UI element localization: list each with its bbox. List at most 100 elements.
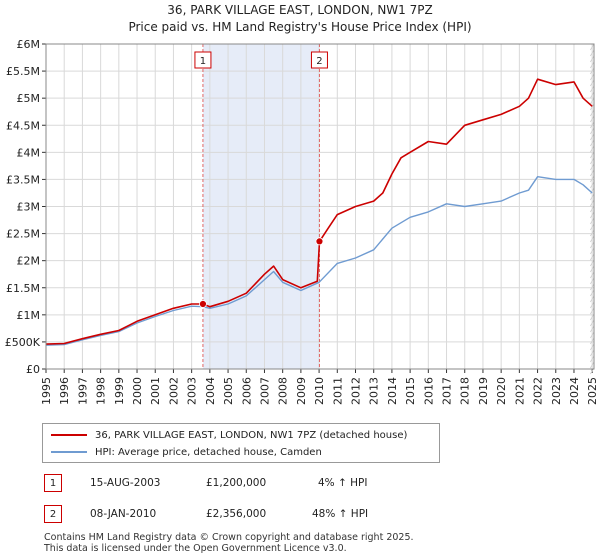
x-tick-label: 2007: [258, 377, 271, 405]
x-tick-label: 2010: [313, 377, 326, 405]
y-tick-label: £1M: [17, 309, 41, 322]
y-tick-label: £2.5M: [6, 228, 40, 241]
x-tick-label: 1998: [95, 377, 108, 405]
footer-copyright: Contains HM Land Registry data © Crown c…: [44, 532, 414, 543]
y-tick-label: £3.5M: [6, 173, 40, 186]
future-hatch: [590, 337, 595, 345]
future-hatch: [590, 55, 595, 63]
future-hatch: [590, 181, 595, 189]
x-tick-label: 2005: [222, 377, 235, 405]
future-hatch: [590, 283, 595, 291]
y-tick-label: £2M: [17, 255, 41, 268]
transaction-date: 08-JAN-2010: [90, 508, 157, 520]
footer: Contains HM Land Registry data © Crown c…: [44, 532, 414, 554]
x-tick-label: 2012: [350, 377, 363, 405]
x-tick-label: 2009: [295, 377, 308, 405]
future-hatch: [590, 319, 595, 327]
sale-label: 2: [316, 56, 322, 67]
future-hatch: [590, 49, 595, 57]
future-hatch: [590, 163, 595, 171]
x-tick-label: 2004: [204, 377, 217, 405]
chart-subtitle: Price paid vs. HM Land Registry's House …: [128, 20, 471, 34]
future-hatch: [590, 271, 595, 279]
transaction-price: £1,200,000: [206, 477, 267, 489]
future-hatch: [590, 157, 595, 165]
future-hatch: [590, 277, 595, 285]
x-tick-label: 2011: [331, 377, 344, 405]
plot-frame: [45, 43, 595, 370]
future-hatch: [590, 265, 595, 273]
x-tick-label: 2016: [422, 377, 435, 405]
future-hatch: [590, 187, 595, 195]
x-tick-label: 2022: [532, 377, 545, 405]
future-hatch: [590, 331, 595, 339]
y-tick-label: £0: [26, 363, 40, 376]
future-hatch: [590, 97, 595, 105]
x-tick-label: 2020: [495, 377, 508, 405]
future-hatch: [590, 115, 595, 123]
future-hatch: [590, 217, 595, 225]
price-chart: 36, PARK VILLAGE EAST, LONDON, NW1 7PZ P…: [5, 3, 599, 405]
x-tick-label: 2024: [568, 377, 581, 405]
future-hatch: [590, 151, 595, 159]
y-tick-label: £5M: [17, 92, 41, 105]
transaction-badge: 2: [44, 505, 62, 523]
legend-swatch-property: [51, 434, 87, 436]
x-tick-label: 2003: [186, 377, 199, 405]
future-hatch: [590, 199, 595, 207]
future-hatch: [590, 313, 595, 321]
legend-label-property: 36, PARK VILLAGE EAST, LONDON, NW1 7PZ (…: [95, 429, 408, 441]
transaction-badge: 1: [44, 474, 62, 492]
plot-area: £0 £500K £1M £1.5M £2M £2.5M £3M £3.5M £4M £4.5M £…: [5, 38, 599, 405]
chart-title: 36, PARK VILLAGE EAST, LONDON, NW1 7PZ: [167, 3, 432, 17]
x-tick-label: 2018: [459, 377, 472, 405]
x-tick-label: 2023: [550, 377, 563, 405]
x-tick-label: 1999: [113, 377, 126, 405]
future-hatch: [590, 43, 595, 51]
future-hatch: [590, 349, 595, 357]
future-hatch: [590, 103, 595, 111]
sale-label-box: [310, 51, 328, 69]
y-tick-label: £500K: [5, 336, 41, 349]
future-hatch: [590, 73, 595, 81]
future-hatch: [590, 121, 595, 129]
future-hatch: [590, 211, 595, 219]
sale-label: 1: [200, 56, 206, 67]
x-tick-label: 2025: [586, 377, 599, 405]
sale-marker: [315, 237, 324, 246]
x-tick-label: 2021: [513, 377, 526, 405]
future-hatch: [590, 223, 595, 231]
y-tick-label: £6M: [17, 38, 41, 51]
future-hatch: [590, 175, 595, 183]
future-hatch: [590, 61, 595, 69]
y-tick-label: £1.5M: [6, 282, 40, 295]
future-hatch: [590, 229, 595, 237]
future-hatch: [590, 295, 595, 303]
future-hatch: [590, 259, 595, 267]
x-tick-label: 2000: [131, 377, 144, 405]
x-tick-label: 2013: [368, 377, 381, 405]
legend-swatch-hpi: [51, 451, 87, 453]
future-hatch: [590, 109, 595, 117]
x-tick-label: 1997: [76, 377, 89, 405]
x-tick-label: 2015: [404, 377, 417, 405]
future-hatch: [590, 343, 595, 351]
x-tick-label: 2002: [167, 377, 180, 405]
future-hatch: [590, 79, 595, 87]
future-hatch: [590, 91, 595, 99]
sale-marker: [199, 300, 207, 308]
x-tick-label: 1996: [58, 377, 71, 405]
future-hatch: [590, 193, 595, 201]
future-hatch: [590, 301, 595, 309]
sale-label-box: [194, 51, 212, 69]
y-tick-label: £4.5M: [6, 119, 40, 132]
x-tick-label: 2001: [149, 377, 162, 405]
transaction-hpi: 48% ↑ HPI: [312, 508, 369, 520]
future-hatch: [590, 241, 595, 249]
legend-label-hpi: HPI: Average price, detached house, Camd…: [95, 446, 322, 458]
future-hatch: [590, 253, 595, 261]
future-hatch: [590, 67, 595, 75]
transaction-date: 15-AUG-2003: [90, 477, 161, 489]
y-tick-label: £4M: [17, 146, 41, 159]
future-hatch: [590, 289, 595, 297]
